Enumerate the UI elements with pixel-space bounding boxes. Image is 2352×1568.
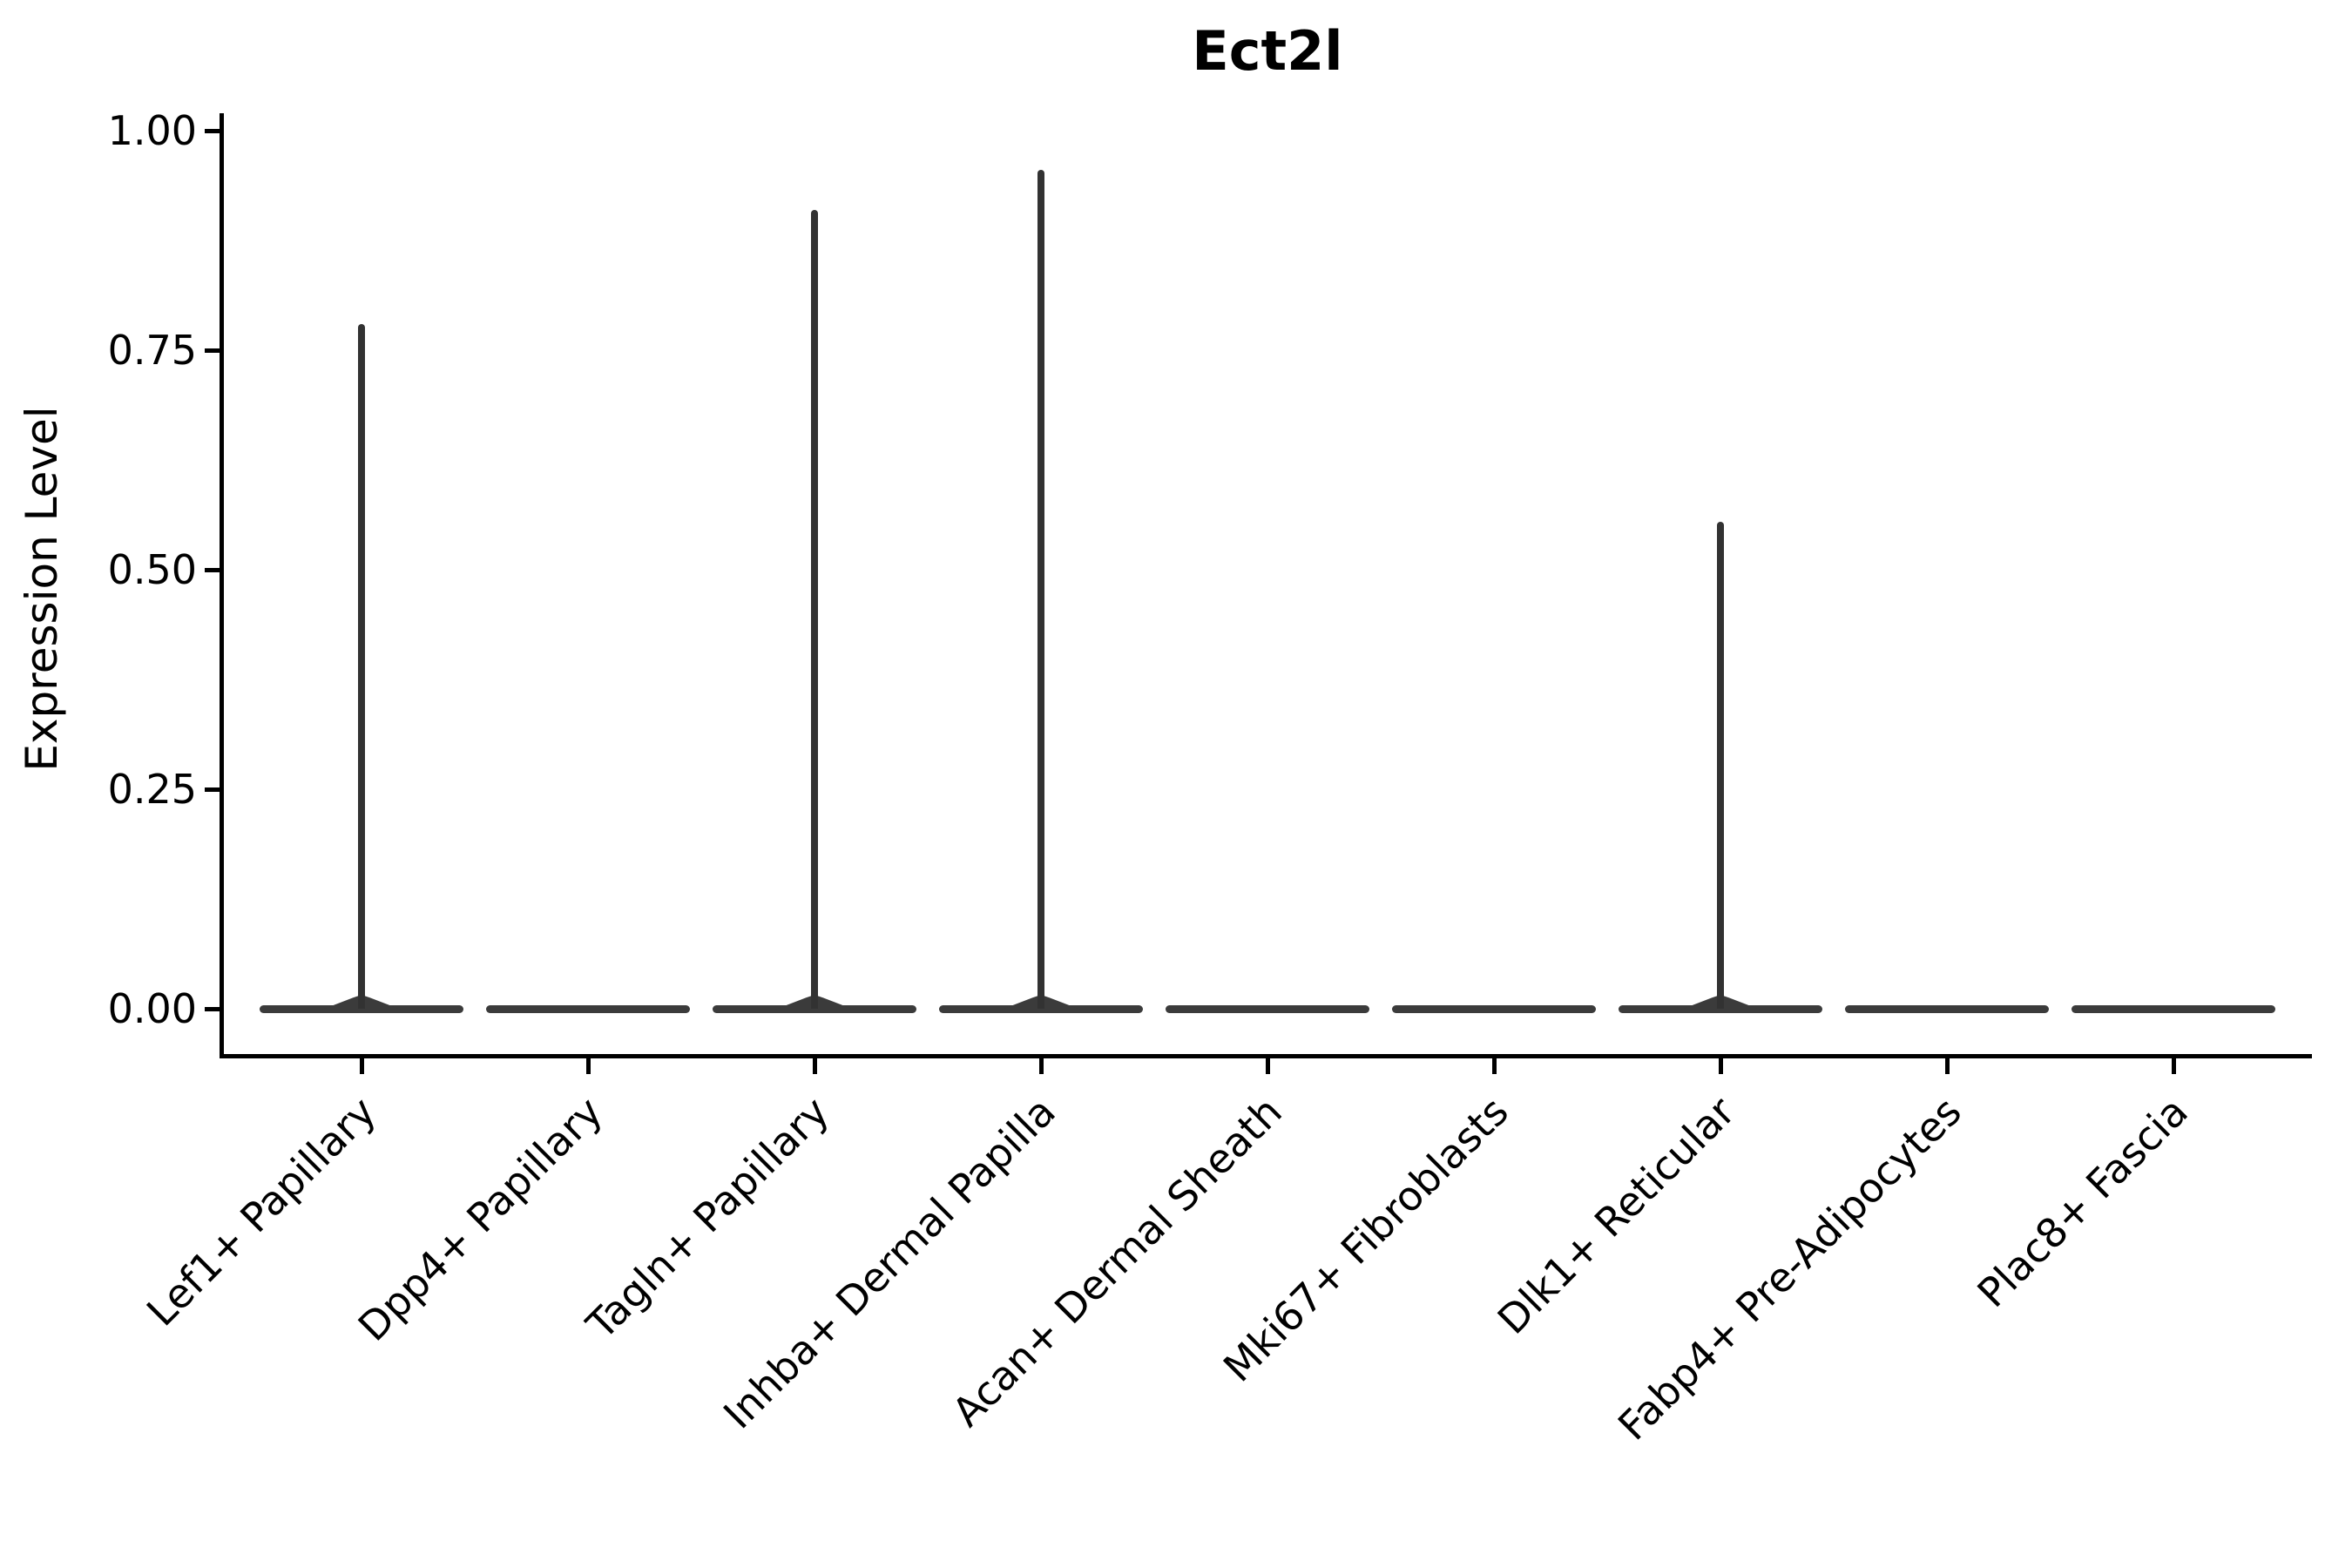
x-axis-line (220, 1054, 2312, 1058)
y-tick-mark (205, 568, 220, 572)
y-tick-mark (205, 348, 220, 353)
y-tick-label: 0.75 (107, 327, 197, 374)
y-tick-mark (205, 129, 220, 133)
x-tick-mark (586, 1058, 591, 1074)
violin-spike-7 (1717, 521, 1724, 1009)
x-tick-mark (1492, 1058, 1497, 1074)
violin-spike-3 (811, 209, 818, 1009)
y-tick-mark (205, 787, 220, 792)
y-tick-label: 0.50 (107, 546, 197, 593)
x-tick-mark (360, 1058, 364, 1074)
chart-title: Ect2l (1192, 19, 1343, 83)
x-tick-mark (2172, 1058, 2176, 1074)
x-tick-mark (1719, 1058, 1723, 1074)
violin-base-2 (486, 1004, 690, 1013)
violin-spike-1 (358, 323, 365, 1009)
violin-base-5 (1166, 1004, 1369, 1013)
x-tick-mark (813, 1058, 817, 1074)
y-tick-label: 1.00 (107, 107, 197, 154)
y-tick-mark (205, 1007, 220, 1011)
x-tick-mark (1945, 1058, 1950, 1074)
y-tick-label: 0.25 (107, 766, 197, 813)
violin-base-8 (1845, 1004, 2049, 1013)
y-axis-line (220, 113, 224, 1058)
violin-spike-4 (1037, 170, 1044, 1009)
x-tick-mark (1266, 1058, 1270, 1074)
x-tick-mark (1039, 1058, 1044, 1074)
violin-base-6 (1392, 1004, 1596, 1013)
y-tick-label: 0.00 (107, 985, 197, 1032)
violin-base-9 (2072, 1004, 2275, 1013)
